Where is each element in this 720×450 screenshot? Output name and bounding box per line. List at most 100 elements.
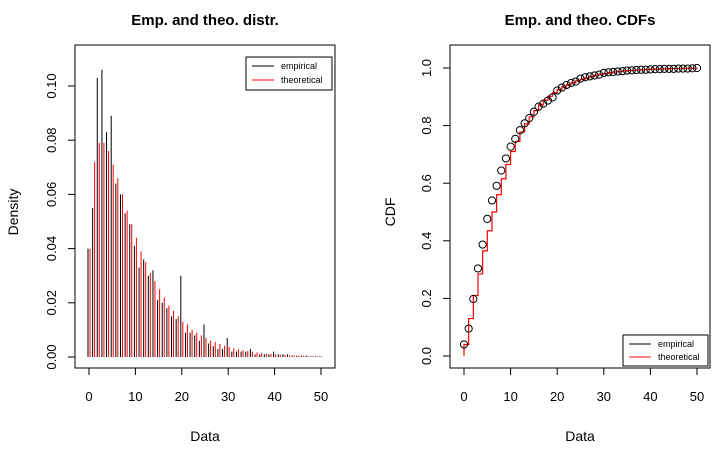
empirical-cdf-point	[473, 264, 483, 273]
empirical-cdf-point	[623, 66, 632, 75]
empirical-cdf-point	[478, 240, 487, 249]
empirical-cdf-point	[525, 114, 534, 123]
empirical-cdf-point	[529, 107, 539, 116]
empirical-cdf-point	[650, 65, 660, 74]
cdf-x-tick-label: 0	[460, 389, 467, 404]
empirical-cdf-point	[576, 74, 585, 83]
cdf-empirical-points	[459, 63, 702, 349]
empirical-cdf-point	[646, 65, 655, 74]
density-x-axis-title: Data	[190, 428, 220, 444]
empirical-cdf-point	[469, 294, 478, 304]
density-y-tick-label: 0.06	[44, 182, 59, 207]
empirical-cdf-point	[506, 142, 515, 151]
empirical-cdf-point	[585, 72, 594, 81]
empirical-cdf-point	[562, 80, 571, 90]
empirical-cdf-point	[655, 65, 664, 74]
empirical-cdf-point	[604, 68, 613, 77]
cdf-y-tick-label: 0.4	[419, 232, 434, 250]
empirical-cdf-point	[487, 196, 497, 205]
cdf-x-axis: 0 10 20 30 40 50	[460, 367, 704, 404]
empirical-cdf-point	[688, 64, 697, 73]
empirical-cdf-point	[497, 166, 506, 175]
empirical-cdf-point	[613, 67, 622, 76]
empirical-cdf-point	[459, 340, 469, 349]
density-y-tick-label: 0.00	[44, 344, 59, 369]
cdf-panel: Emp. and theo. CDFs 0 10 20 30 40 50 0.00.20.…	[382, 12, 711, 444]
empirical-cdf-point	[641, 65, 650, 74]
density-y-tick-label: 0.02	[44, 290, 59, 315]
empirical-cdf-point	[571, 77, 580, 86]
empirical-cdf-point	[627, 66, 636, 75]
empirical-cdf-point	[660, 64, 669, 73]
empirical-cdf-point	[548, 93, 557, 102]
empirical-cdf-point	[632, 65, 641, 75]
cdf-y-tick-label: 0.0	[419, 347, 434, 365]
density-y-tick-label: 0.10	[44, 73, 59, 98]
empirical-cdf-point	[678, 64, 688, 73]
empirical-cdf-point	[464, 324, 473, 333]
empirical-cdf-point	[599, 68, 608, 77]
density-y-tick-label: 0.08	[44, 128, 59, 153]
empirical-cdf-point	[501, 154, 511, 163]
empirical-cdf-point	[664, 64, 674, 73]
cdf-y-axis-title: CDF	[382, 198, 398, 227]
cdf-chart-title: Emp. and theo. CDFs	[505, 12, 656, 29]
empirical-cdf-point	[553, 86, 562, 95]
empirical-cdf-point	[567, 78, 576, 88]
cdf-y-tick-label: 1.0	[419, 59, 434, 77]
density-x-tick-label: 30	[221, 389, 235, 404]
empirical-cdf-point	[581, 73, 590, 82]
empirical-cdf-point	[609, 67, 618, 77]
density-x-axis: 0 10 20 30 40 50	[85, 367, 328, 404]
cdf-x-tick-label: 40	[643, 389, 657, 404]
theoretical-cdf-line	[463, 67, 698, 356]
empirical-cdf-point	[557, 83, 566, 92]
empirical-cdf-point	[636, 65, 646, 74]
density-legend: empirical theoretical	[245, 56, 333, 91]
cdf-y-tick-label: 0.6	[419, 174, 434, 192]
density-x-tick-label: 50	[314, 389, 328, 404]
cdf-x-tick-label: 30	[597, 389, 611, 404]
density-plot-frame	[74, 44, 336, 369]
cdf-x-axis-title: Data	[565, 428, 595, 444]
cdf-y-tick-label: 0.2	[419, 289, 434, 307]
cdf-legend-empirical-label: empirical	[658, 339, 694, 349]
empirical-cdf-point	[595, 70, 604, 79]
density-x-tick-label: 0	[85, 389, 92, 404]
cdf-x-tick-label: 20	[550, 389, 564, 404]
cdf-plot-frame	[449, 44, 711, 369]
cdf-theoretical-steps	[463, 67, 698, 356]
empirical-cdf-point	[683, 64, 692, 73]
cdf-x-tick-label: 50	[690, 389, 704, 404]
density-chart-title: Emp. and theo. distr.	[131, 12, 279, 29]
density-y-tick-label: 0.04	[44, 236, 59, 261]
density-panel: Emp. and theo. distr. 0 10 20 30 40 50 0.000.…	[5, 12, 336, 444]
empirical-cdf-point	[669, 64, 678, 73]
empirical-cdf-point	[674, 64, 683, 73]
density-bars	[87, 69, 323, 357]
cdf-legend-box	[622, 334, 709, 367]
cdf-legend-theoretical-label: theoretical	[658, 352, 700, 362]
empirical-cdf-point	[520, 119, 529, 128]
density-legend-theoretical-label: theoretical	[281, 75, 323, 85]
empirical-cdf-point	[483, 214, 492, 224]
empirical-cdf-point	[692, 63, 702, 73]
density-x-tick-label: 10	[128, 389, 142, 404]
density-y-axis: 0.00 0.02 0.04 0.06 0.08 0.10	[44, 73, 76, 370]
density-x-tick-label: 20	[175, 389, 189, 404]
cdf-y-axis: 0.0 0.2 0.4 0.6 0.8 1.0	[419, 59, 451, 365]
cdf-x-tick-label: 10	[503, 389, 517, 404]
empirical-cdf-point	[618, 67, 627, 76]
empirical-cdf-point	[492, 181, 501, 190]
density-legend-box	[245, 56, 333, 91]
cdf-legend: empirical theoretical	[622, 334, 709, 367]
density-legend-empirical-label: empirical	[281, 61, 317, 71]
empirical-cdf-point	[511, 134, 520, 143]
density-x-tick-label: 40	[267, 389, 281, 404]
empirical-cdf-point	[590, 71, 599, 80]
cdf-y-tick-label: 0.8	[419, 117, 434, 135]
density-y-axis-title: Density	[5, 189, 21, 236]
empirical-cdf-point	[534, 102, 543, 111]
